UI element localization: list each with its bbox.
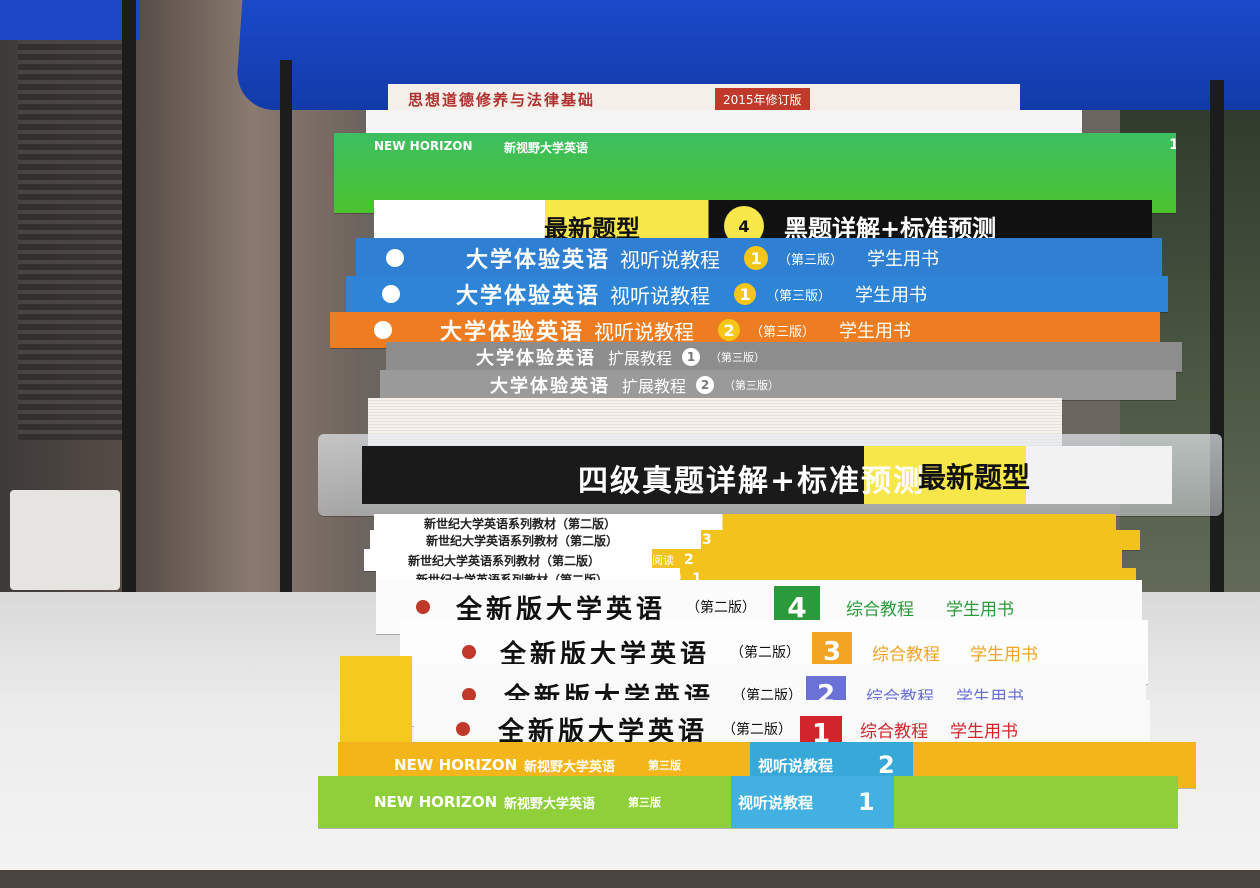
book-tag: 长篇阅读 <box>630 552 674 568</box>
brand-logo: NEW HORIZON <box>394 756 517 774</box>
book-spine: 大学体验英语 扩展教程 1 （第三版） <box>386 342 1182 372</box>
book-series: 新视野大学英语 <box>504 139 588 156</box>
book-tag: 综合教程 <box>846 595 914 620</box>
edition-label: （第二版） <box>722 719 792 739</box>
edition-label: 第三版 <box>648 757 681 773</box>
publisher-logo-icon <box>374 321 392 339</box>
brand-logo: NEW HORIZON <box>374 793 497 811</box>
usage-label: 学生用书 <box>946 595 1014 620</box>
book-title: 思想道德修养与法律基础 <box>388 89 595 110</box>
background-window <box>18 40 128 440</box>
book-spine: 大学体验英语 视听说教程 1 （第三版） 学生用书 <box>346 276 1168 312</box>
usage-label: 学生用书 <box>970 640 1038 665</box>
usage-label: 学生用书 <box>867 245 939 271</box>
edition-badge: 2015年修订版 <box>715 88 810 111</box>
book-subtitle: 扩展教程 <box>608 345 672 369</box>
volume-number: 1 <box>734 283 756 305</box>
edition-label: 第三版 <box>628 794 661 810</box>
book-title: 大学体验英语 <box>380 372 610 398</box>
edition-label: （第二版） <box>730 642 800 662</box>
canopy-left <box>0 0 140 40</box>
canopy-pole <box>280 60 292 600</box>
brand-logo: NEW HORIZON <box>374 139 473 153</box>
volume-number: 2 <box>696 376 714 394</box>
edition-label: （第三版） <box>766 285 831 304</box>
usage-label: 学生用书 <box>839 317 911 343</box>
book-title: 新世纪大学英语系列教材（第二版） <box>370 532 618 549</box>
background-stool <box>10 490 120 590</box>
book-subtitle: 视听说教程 <box>620 244 720 273</box>
book-subtitle: 视听说教程 <box>594 316 694 345</box>
usage-label: 学生用书 <box>950 717 1018 742</box>
book-spine: NEW HORIZON 新视野大学英语 第三版 视听说教程 1 <box>318 776 1178 828</box>
volume-number: 2 <box>718 319 740 341</box>
volume-number: 1 <box>682 348 700 366</box>
book-tag: 长篇阅读 <box>648 532 692 548</box>
volume-number: 1 <box>744 246 768 270</box>
book-subtitle: 扩展教程 <box>622 373 686 397</box>
volume-number: 2 <box>878 751 895 779</box>
book-series: 新视野大学英语 <box>524 756 615 775</box>
book-tag: 综合教程 <box>872 640 940 665</box>
edition-label: （第三版） <box>778 249 843 268</box>
book-series: 新视野大学英语 <box>504 793 595 812</box>
volume-number: 2 <box>684 552 694 568</box>
edition-label: （第三版） <box>724 377 779 393</box>
book-spine: 大学体验英语 扩展教程 2 （第三版） <box>380 370 1176 400</box>
book-subtitle: 视听说教程 <box>758 755 833 776</box>
book-badge: 最新题型 <box>918 456 1030 496</box>
edition-label: （第三版） <box>710 349 765 365</box>
usage-label: 学生用书 <box>855 281 927 307</box>
book-spine: 新世纪大学英语系列教材（第二版） 长篇阅读 3 <box>370 530 1140 550</box>
book-title: 四级真题详解+标准预测 <box>578 456 925 500</box>
edition-label: （第二版） <box>686 597 756 617</box>
volume-number: 3 <box>702 532 712 548</box>
book-tag: 长篇阅读 <box>646 515 690 531</box>
volume-number: 1 <box>1169 137 1176 153</box>
publisher-logo-icon <box>416 600 430 614</box>
canopy-pole <box>122 0 136 600</box>
edition-label: （第三版） <box>750 321 815 340</box>
book-title: 新世纪大学英语系列教材（第二版） <box>364 552 600 569</box>
book-title: 大学体验英语 <box>386 344 596 370</box>
book-tag: 综合教程 <box>860 717 928 742</box>
book-subtitle: 视听说教程 <box>610 280 710 309</box>
volume-number: 1 <box>858 788 875 816</box>
publisher-logo-icon <box>462 645 476 659</box>
book-spine <box>340 656 412 756</box>
canopy-pole <box>1210 80 1224 640</box>
publisher-logo-icon <box>456 722 470 736</box>
book-subtitle: 视听说教程 <box>738 792 813 813</box>
publisher-logo-icon <box>382 285 400 303</box>
book-title: 新世纪大学英语系列教材（第二版） <box>374 515 616 532</box>
publisher-logo-icon <box>386 249 404 267</box>
shrink-wrapped-book: 四级真题详解+标准预测 最新题型 <box>318 434 1222 516</box>
volume-number: 4 <box>700 515 710 531</box>
table-edge <box>0 870 1260 888</box>
book-spine: 大学体验英语 视听说教程 1 （第三版） 学生用书 <box>356 238 1162 278</box>
